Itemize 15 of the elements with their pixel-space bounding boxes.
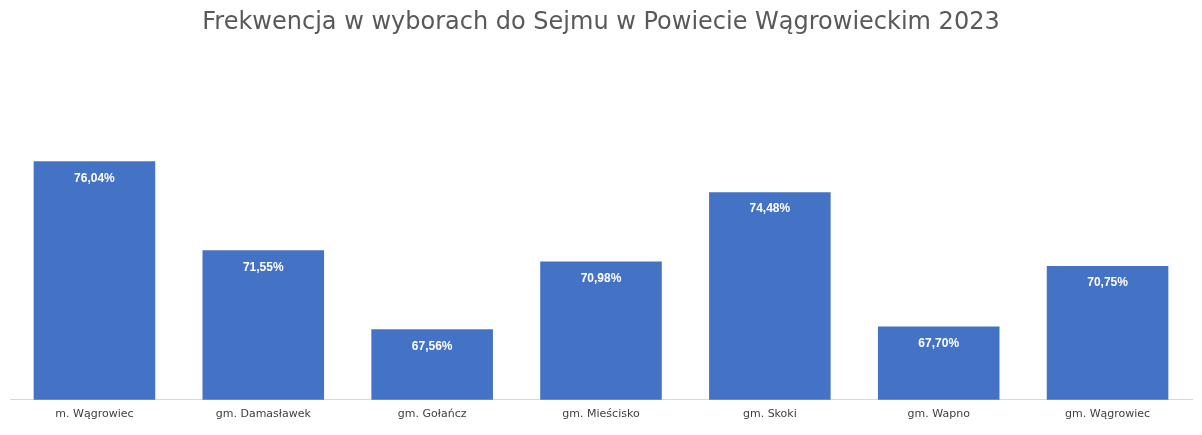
x-tick-label: gm. Gołańcz bbox=[397, 407, 467, 421]
x-tick-label: gm. Wapno bbox=[907, 407, 971, 421]
data-label: 76,04% bbox=[74, 170, 116, 185]
data-label: 70,75% bbox=[1087, 275, 1129, 290]
x-tick-label: m. Wągrowiec bbox=[55, 407, 134, 421]
data-label: 67,70% bbox=[918, 335, 960, 350]
data-label: 74,48% bbox=[749, 201, 791, 216]
chart-title: Frekwencja w wyborach do Sejmu w Powiecie Wągrowieckim 2023 bbox=[202, 6, 1000, 35]
x-tick-label: gm. Wągrowiec bbox=[1064, 407, 1151, 421]
data-label: 70,98% bbox=[580, 270, 622, 285]
x-tick-label: gm. Mieścisko bbox=[562, 407, 640, 421]
x-tick-label: gm. Skoki bbox=[742, 407, 797, 421]
x-tick-label: gm. Damasławek bbox=[215, 407, 312, 421]
data-label: 67,56% bbox=[411, 338, 453, 353]
data-label: 71,55% bbox=[242, 259, 284, 274]
